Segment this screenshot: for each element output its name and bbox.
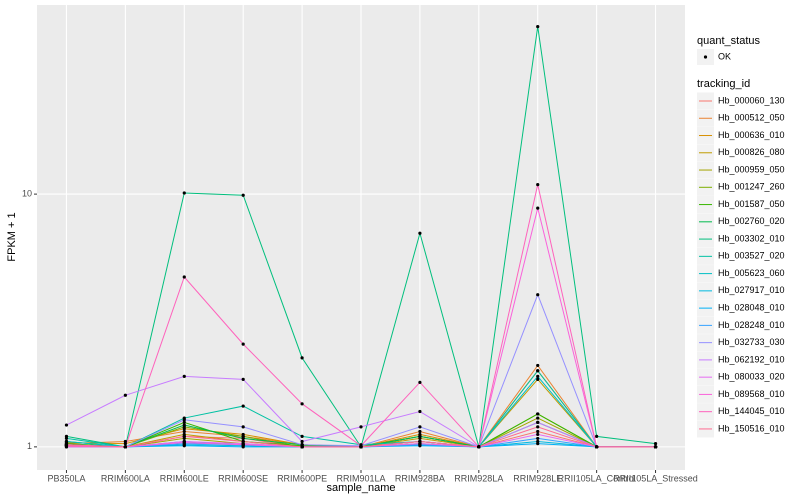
point	[64, 444, 69, 448]
point	[418, 231, 422, 235]
legend-label: Hb_003302_010	[718, 233, 785, 243]
legend-label: Hb_001247_260	[718, 182, 785, 192]
x-tick-label: RRIM600PE	[277, 473, 327, 483]
point	[241, 439, 245, 444]
point	[241, 425, 245, 429]
point	[418, 434, 422, 439]
x-tick-label: RRIM901LA	[336, 473, 385, 483]
legend-label: OK	[718, 51, 731, 61]
point	[64, 439, 69, 444]
point	[418, 380, 422, 384]
legend-title: tracking_id	[697, 78, 750, 90]
point	[64, 436, 69, 441]
point	[182, 423, 186, 427]
legend-label: Hb_001587_050	[718, 199, 785, 209]
x-axis-title: sample_name	[326, 482, 395, 494]
point	[182, 275, 186, 279]
point	[64, 423, 69, 427]
legend-point	[703, 55, 708, 59]
point	[359, 445, 363, 449]
point	[477, 445, 481, 449]
point	[241, 443, 245, 447]
point	[536, 436, 540, 441]
x-tick-label: RRIM928BA	[395, 473, 445, 483]
x-tick-label: RRIM928LA	[454, 473, 503, 483]
legend-label: Hb_062192_010	[718, 354, 785, 364]
point	[536, 377, 540, 381]
legend-label: Hb_028048_010	[718, 302, 785, 312]
point	[536, 429, 540, 434]
legend-label: Hb_089568_010	[718, 389, 785, 399]
y-axis-title: FPKM + 1	[6, 212, 18, 261]
point	[418, 439, 422, 444]
point	[536, 420, 540, 424]
x-tick-label: RRIM928LE	[513, 473, 562, 483]
x-tick-label: RRII105LA_Control	[558, 473, 636, 483]
x-tick-label: RRIM600LE	[160, 473, 209, 483]
point	[300, 445, 304, 449]
point	[536, 206, 540, 210]
point	[536, 293, 540, 297]
point	[595, 445, 599, 449]
point	[241, 436, 245, 441]
point	[536, 363, 540, 368]
point	[300, 439, 304, 444]
x-tick-label: RRIM600SE	[218, 473, 268, 483]
point	[653, 445, 658, 449]
legend-label: Hb_000060_130	[718, 95, 785, 105]
y-tick-label: 1	[27, 441, 32, 451]
point	[182, 440, 186, 445]
legend-label: Hb_032733_030	[718, 337, 785, 347]
point	[359, 425, 363, 429]
point	[536, 442, 540, 446]
legend-label: Hb_144045_010	[718, 406, 785, 416]
point	[536, 412, 540, 416]
point	[595, 434, 599, 439]
point	[123, 445, 127, 449]
point	[241, 193, 245, 197]
x-tick-label: RRIM600LA	[101, 473, 150, 483]
point	[300, 402, 304, 406]
point	[123, 393, 127, 397]
point	[418, 425, 422, 429]
legend-label: Hb_000959_050	[718, 164, 785, 174]
point	[300, 434, 304, 439]
legend-label: Hb_005623_060	[718, 268, 785, 278]
legend-label: Hb_000512_050	[718, 113, 785, 123]
point	[182, 429, 186, 434]
point	[300, 356, 304, 360]
legend-label: Hb_000636_010	[718, 130, 785, 140]
point	[182, 191, 186, 195]
point	[182, 418, 186, 422]
point	[536, 183, 540, 187]
legend-label: Hb_027917_010	[718, 285, 785, 295]
point	[536, 432, 540, 437]
point	[536, 416, 540, 420]
point	[123, 442, 127, 446]
point	[418, 429, 422, 434]
point	[182, 420, 186, 424]
legend-label: Hb_080033_020	[718, 372, 785, 382]
point	[182, 374, 186, 379]
point	[653, 442, 658, 446]
legend-title: quant_status	[697, 35, 760, 47]
legend-label: Hb_003527_020	[718, 251, 785, 261]
point	[182, 434, 186, 439]
legend-label: Hb_000826_080	[718, 147, 785, 157]
x-tick-label: RRII105LA_Stressed	[613, 473, 698, 483]
point	[536, 24, 540, 29]
point	[418, 409, 422, 414]
point	[536, 369, 540, 373]
y-tick-label: 10	[22, 188, 32, 198]
point	[241, 377, 245, 381]
point	[241, 342, 245, 346]
legend-label: Hb_150516_010	[718, 423, 785, 433]
point	[536, 425, 540, 429]
legend-label: Hb_028248_010	[718, 320, 785, 330]
point	[241, 404, 245, 408]
legend-label: Hb_002760_020	[718, 216, 785, 226]
point	[536, 374, 540, 379]
x-tick-label: PB350LA	[47, 473, 85, 483]
